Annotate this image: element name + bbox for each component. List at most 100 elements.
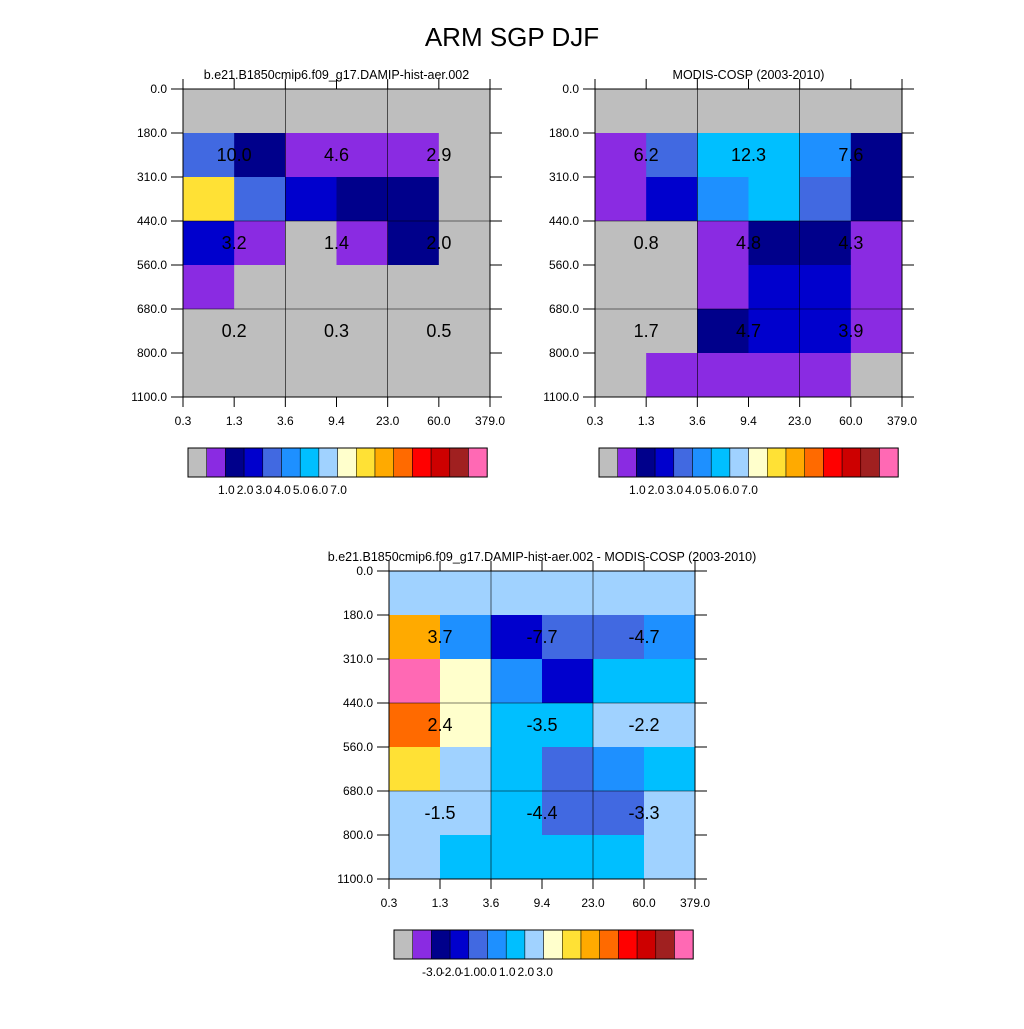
data-label: -4.4 <box>526 803 557 823</box>
y-tick-label: 310.0 <box>343 652 373 666</box>
colorbar-segment <box>299 447 320 478</box>
colorbar-segment <box>243 447 264 478</box>
heatmap-cell <box>491 615 543 660</box>
y-tick-label: 440.0 <box>137 214 167 228</box>
heatmap-cell <box>542 615 594 660</box>
data-label: 0.5 <box>426 321 451 341</box>
data-label: 1.7 <box>634 321 659 341</box>
data-label: 4.8 <box>736 233 761 253</box>
colorbar-segment <box>692 447 712 478</box>
colorbar-segment <box>524 929 544 960</box>
heatmap-cell <box>183 265 235 310</box>
colorbar-segment <box>710 447 731 478</box>
heatmap-cell <box>697 309 749 354</box>
heatmap-cell <box>799 221 852 266</box>
heatmap-cell <box>850 133 903 178</box>
colorbar-segment <box>636 929 657 960</box>
heatmap-cell <box>387 221 440 266</box>
y-tick-label: 680.0 <box>549 302 579 316</box>
heatmap-cell <box>799 353 852 398</box>
heatmap-cell <box>491 835 543 880</box>
heatmap-cell <box>593 835 645 880</box>
colorbar-segment <box>393 447 413 478</box>
heatmap-cell <box>593 747 645 792</box>
colorbar-frame <box>598 447 899 478</box>
x-tick-label: 60.0 <box>427 414 451 428</box>
panel-3: b.e21.B1850cmip6.f09_g17.DAMIP-hist-aer.… <box>328 550 756 979</box>
colorbar-segment <box>674 929 694 960</box>
y-tick-label: 1100.0 <box>543 390 579 404</box>
heatmap-cell <box>285 177 337 222</box>
heatmap-cell <box>799 89 852 134</box>
figure-title: ARM SGP DJF <box>425 22 599 52</box>
heatmap-cell <box>389 571 441 616</box>
data-label: 4.6 <box>324 145 349 165</box>
heatmap-cell <box>183 221 235 266</box>
heatmap-cell <box>183 133 235 178</box>
heatmap-cell <box>697 221 749 266</box>
colorbar-segment <box>841 447 862 478</box>
heatmap-cell <box>491 703 543 748</box>
heatmap-cell <box>593 615 645 660</box>
heatmap-cell <box>748 265 801 310</box>
heatmap-cell <box>644 703 696 748</box>
heatmap-cell <box>438 89 491 134</box>
data-label: -3.3 <box>628 803 659 823</box>
heatmap-cell <box>285 133 337 178</box>
x-tick-label: 23.0 <box>581 896 605 910</box>
data-label: -3.5 <box>526 715 557 735</box>
heatmap-cell <box>234 221 286 266</box>
heatmap-cell <box>595 221 647 266</box>
heatmap-cell <box>387 89 440 134</box>
panel-title: b.e21.B1850cmip6.f09_g17.DAMIP-hist-aer.… <box>204 68 469 82</box>
colorbar-label: 1.0 <box>218 483 235 497</box>
y-tick-label: 800.0 <box>137 346 167 360</box>
heatmap-cell <box>234 177 286 222</box>
x-tick-label: 23.0 <box>788 414 812 428</box>
data-label: 3.7 <box>427 627 452 647</box>
heatmap-cell <box>389 791 441 836</box>
heatmap-cell <box>389 659 441 704</box>
panel-title: MODIS-COSP (2003-2010) <box>673 68 825 82</box>
heatmap-cell <box>285 353 337 398</box>
colorbar-label: -3.0 <box>422 965 443 979</box>
data-label: 0.8 <box>634 233 659 253</box>
colorbar-segment <box>225 447 245 478</box>
x-tick-label: 9.4 <box>328 414 345 428</box>
heatmap-cell <box>595 177 647 222</box>
y-tick-label: 0.0 <box>562 82 579 96</box>
heatmap-cell <box>646 133 698 178</box>
heatmap-cell <box>542 835 594 880</box>
heatmap-cell <box>646 221 698 266</box>
heatmap-cell <box>234 309 286 354</box>
colorbar-segment <box>562 929 582 960</box>
colorbar-segment <box>804 447 824 478</box>
colorbar-segment <box>598 447 618 478</box>
heatmap-cell <box>595 89 647 134</box>
heatmap-cell <box>336 353 389 398</box>
heatmap-cell <box>387 177 440 222</box>
x-tick-label: 60.0 <box>839 414 863 428</box>
colorbar-label: 6.0 <box>723 483 740 497</box>
heatmap-cell <box>542 703 594 748</box>
heatmap-cell <box>336 309 389 354</box>
heatmap-cell <box>438 309 491 354</box>
heatmap-cell <box>850 265 903 310</box>
colorbar-label: 6.0 <box>312 483 329 497</box>
colorbar-label: 4.0 <box>685 483 702 497</box>
heatmap-cell <box>234 89 286 134</box>
colorbar-segment <box>281 447 301 478</box>
heatmap-cell <box>697 353 749 398</box>
x-tick-label: 0.3 <box>587 414 604 428</box>
y-tick-label: 440.0 <box>549 214 579 228</box>
data-label: 2.0 <box>426 233 451 253</box>
colorbar-segment <box>393 929 413 960</box>
heatmap-cell <box>595 353 647 398</box>
data-label: 4.3 <box>838 233 863 253</box>
x-tick-label: 1.3 <box>432 896 449 910</box>
y-tick-label: 310.0 <box>549 170 579 184</box>
y-tick-label: 800.0 <box>343 828 373 842</box>
heatmap-cell <box>438 353 491 398</box>
